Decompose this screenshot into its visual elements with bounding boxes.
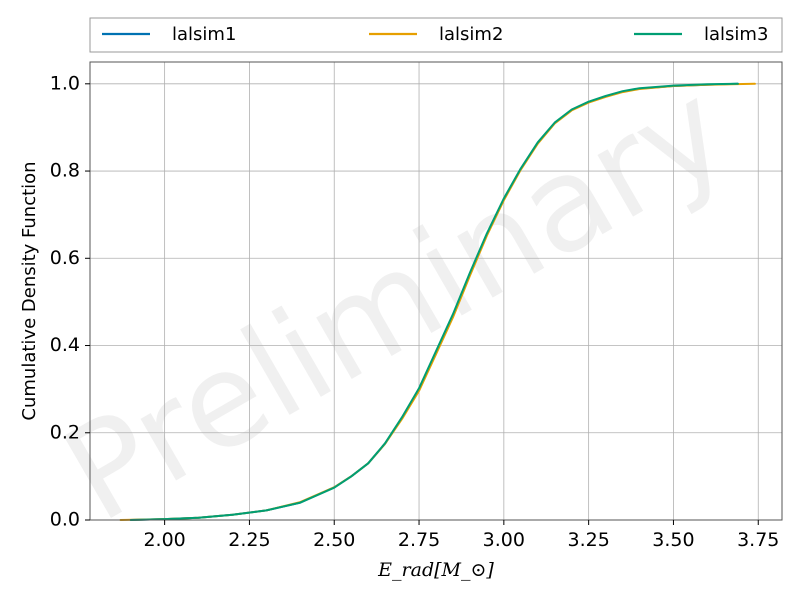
y-axis-label: Cumulative Density Function [19, 161, 40, 420]
y-tick-label: 0.8 [50, 160, 80, 182]
y-tick-label: 0.4 [50, 334, 80, 356]
legend-label-lalsim1: lalsim1 [172, 24, 236, 45]
x-tick-label: 3.25 [567, 529, 609, 551]
y-tick-label: 0.2 [50, 421, 80, 443]
x-tick-label: 2.25 [228, 529, 270, 551]
x-axis-label: E_rad[M_⊙] [377, 559, 494, 581]
plot-frame [89, 61, 783, 521]
x-tick-label: 3.75 [737, 529, 779, 551]
ticks: 2.00 2.25 2.50 2.75 3.00 3.25 3.50 3.75 0.0 0.2 0.… [50, 72, 780, 551]
legend-label-lalsim2: lalsim2 [439, 24, 503, 45]
y-tick-label: 0.6 [50, 247, 80, 269]
x-tick-label: 2.75 [398, 529, 440, 551]
x-tick-label: 3.00 [483, 529, 525, 551]
x-tick-label: 2.50 [313, 529, 355, 551]
series-lines [119, 82, 756, 521]
y-tick-label: 1.0 [50, 72, 80, 94]
y-tick-label: 0.0 [50, 509, 80, 531]
x-tick-label: 2.00 [143, 529, 185, 551]
series-line-lalsim3 [129, 82, 739, 521]
legend: lalsim1 lalsim2 lalsim3 [89, 17, 783, 53]
legend-label-lalsim3: lalsim3 [704, 24, 768, 45]
grid [90, 62, 782, 521]
x-tick-label: 3.50 [652, 529, 694, 551]
watermark: Preliminary [39, 53, 751, 552]
